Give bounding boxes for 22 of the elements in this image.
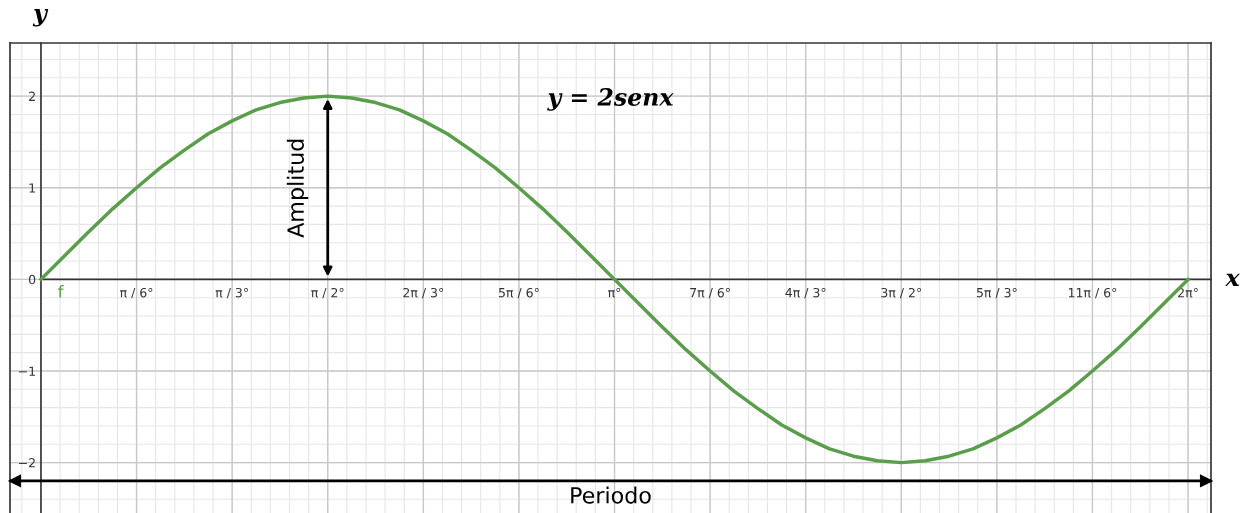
y-tick-label: −2 <box>19 458 35 468</box>
annotation: y = 2senx <box>547 88 674 111</box>
x-tick-label: 2π / 3° <box>403 287 444 299</box>
y-tick-label: 2 <box>29 91 35 101</box>
x-tick-label: 7π / 6° <box>690 287 730 299</box>
y-tick-label: 1 <box>29 183 35 193</box>
x-tick-label: 11π / 6° <box>1068 287 1117 299</box>
y-axis-title: y <box>32 9 49 27</box>
ref-line-label: Periodo <box>571 486 651 504</box>
x-tick-label: π / 3° <box>215 287 248 299</box>
x-tick-label: 5π / 6° <box>498 287 539 299</box>
y-tick-label: −1 <box>19 366 35 376</box>
x-tick-label: π / 6° <box>120 287 153 299</box>
y-tick-label: 0 <box>28 274 36 285</box>
annotation: Amplitud <box>286 139 309 238</box>
x-tick-label: π / 2° <box>311 287 344 299</box>
x-tick-label: 5π / 3° <box>976 287 1017 299</box>
x-tick-label: π° <box>608 287 621 298</box>
x-axis-title: x <box>1225 273 1240 286</box>
series-label: f <box>58 284 64 298</box>
x-tick-label: 3π / 2° <box>881 287 922 299</box>
x-tick-label: 4π / 3° <box>785 287 826 299</box>
